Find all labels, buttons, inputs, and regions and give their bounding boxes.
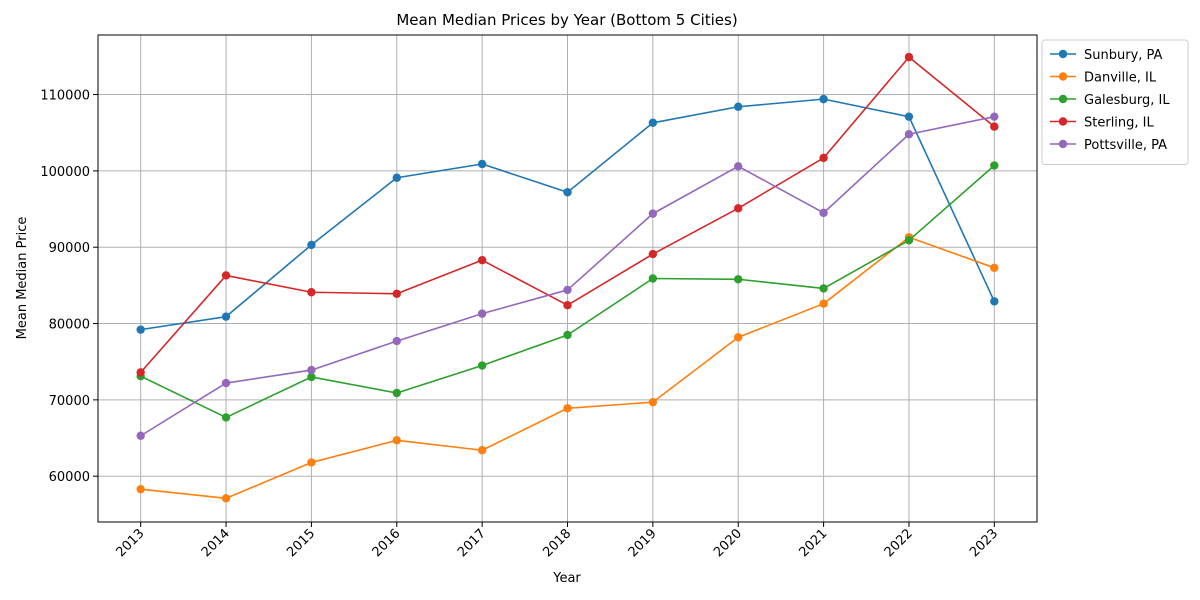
data-point <box>307 240 316 250</box>
data-point <box>563 330 572 340</box>
data-point <box>392 388 401 398</box>
legend-marker <box>1058 139 1068 149</box>
legend-label: Sunbury, PA <box>1084 48 1163 63</box>
x-tick-label: 2015 <box>284 526 318 560</box>
data-point <box>819 94 828 104</box>
x-tick-label: 2019 <box>626 526 660 560</box>
data-point <box>819 299 828 308</box>
legend-label: Sterling, IL <box>1084 116 1155 131</box>
series-2 <box>136 161 999 422</box>
legend-label: Danville, IL <box>1084 71 1157 86</box>
legend-marker <box>1058 94 1068 104</box>
data-point <box>648 209 658 218</box>
legend-marker <box>1058 117 1068 126</box>
series-3 <box>136 52 999 377</box>
data-point <box>990 122 999 131</box>
y-tick-label: 80000 <box>49 318 90 333</box>
data-point <box>392 336 401 346</box>
data-point <box>392 173 401 182</box>
data-point <box>477 446 487 455</box>
data-point <box>307 365 316 375</box>
data-point <box>819 284 828 293</box>
data-point <box>477 361 487 370</box>
data-point <box>648 274 658 283</box>
data-point <box>136 325 145 334</box>
data-point <box>477 309 487 318</box>
x-axis-title: Year <box>552 571 581 586</box>
data-point <box>221 271 231 280</box>
legend-entry: Sterling, IL <box>1050 116 1155 131</box>
legend-box <box>1041 39 1189 165</box>
data-point <box>221 494 231 503</box>
data-point <box>648 397 658 407</box>
y-tick-label: 70000 <box>49 394 90 409</box>
data-point <box>990 112 999 121</box>
data-point <box>734 162 743 171</box>
data-point <box>307 372 316 382</box>
data-point <box>734 333 743 342</box>
x-tick-label: 2018 <box>540 526 574 560</box>
data-point <box>734 204 743 213</box>
series-4 <box>136 112 999 440</box>
data-point <box>904 236 914 245</box>
data-point <box>990 297 999 306</box>
data-point <box>221 312 231 321</box>
data-point <box>477 159 487 169</box>
legend-entry: Danville, IL <box>1050 71 1157 86</box>
data-point <box>819 208 828 218</box>
y-axis-ticks: 60000 70000 80000 90000 100000 110000 <box>40 89 98 485</box>
legend-label: Galesburg, IL <box>1084 93 1170 108</box>
x-tick-label: 2021 <box>796 526 830 560</box>
legend-entry: Galesburg, IL <box>1050 93 1170 108</box>
x-tick-label: 2014 <box>199 526 233 560</box>
legend-marker <box>1058 49 1068 59</box>
data-point <box>904 130 914 139</box>
data-point <box>990 263 999 273</box>
data-point <box>734 275 743 284</box>
data-point <box>477 255 487 265</box>
legend: Sunbury, PA Danville, IL Galesburg, IL Ster… <box>1041 39 1189 165</box>
x-tick-label: 2023 <box>967 526 1001 560</box>
y-tick-label: 60000 <box>49 470 90 485</box>
series-0 <box>136 94 999 334</box>
y-axis-title: Mean Median Price <box>15 217 30 340</box>
x-tick-label: 2020 <box>711 526 745 560</box>
legend-entry: Pottsville, PA <box>1050 138 1167 153</box>
data-point <box>307 458 316 467</box>
data-point <box>307 288 316 297</box>
data-point <box>392 436 401 445</box>
data-point <box>904 112 914 121</box>
legend-marker <box>1058 72 1068 81</box>
data-point <box>136 431 145 440</box>
data-point <box>221 413 231 422</box>
data-point <box>563 404 572 413</box>
data-point <box>136 484 145 494</box>
data-point <box>990 161 999 170</box>
data-point <box>734 102 743 111</box>
data-point <box>563 301 572 310</box>
x-axis-ticks: 2013 2014 2015 2016 2017 2018 2019 2020 2021 2022… <box>114 522 1001 560</box>
data-point <box>136 368 145 377</box>
data-point <box>819 153 828 163</box>
data-point <box>392 289 401 298</box>
y-tick-label: 110000 <box>40 89 90 104</box>
x-tick-label: 2022 <box>882 526 916 560</box>
legend-label: Pottsville, PA <box>1084 138 1167 153</box>
x-tick-label: 2017 <box>455 526 489 560</box>
x-tick-label: 2013 <box>114 526 148 560</box>
data-point <box>221 378 231 388</box>
data-point <box>648 118 658 127</box>
chart-title: Mean Median Prices by Year (Bottom 5 Cit… <box>396 11 737 29</box>
data-point <box>648 249 658 259</box>
x-tick-label: 2016 <box>370 526 404 560</box>
series-1 <box>136 233 999 503</box>
data-point <box>563 285 572 295</box>
series-lines <box>136 52 999 503</box>
data-point <box>904 52 914 62</box>
y-tick-label: 90000 <box>49 241 90 256</box>
legend-entry: Sunbury, PA <box>1050 48 1163 63</box>
y-tick-label: 100000 <box>40 165 90 180</box>
data-point <box>563 188 572 197</box>
